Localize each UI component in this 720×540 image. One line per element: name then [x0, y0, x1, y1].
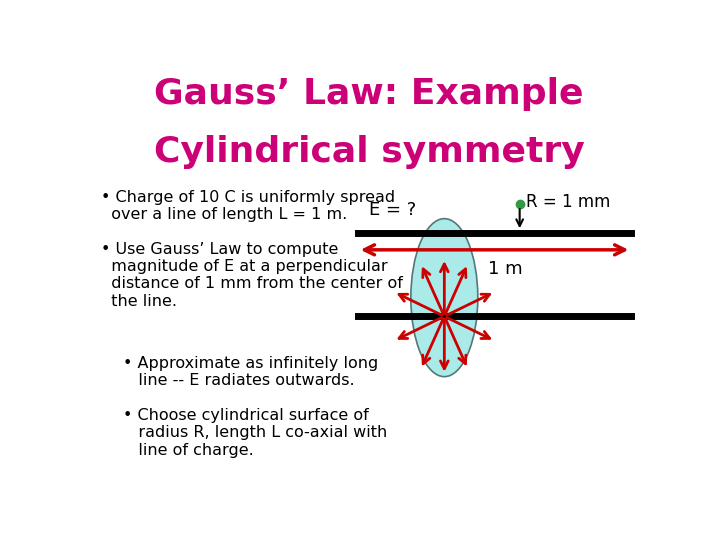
- Text: • Choose cylindrical surface of
   radius R, length L co-axial with
   line of c: • Choose cylindrical surface of radius R…: [124, 408, 388, 457]
- Text: Cylindrical symmetry: Cylindrical symmetry: [153, 136, 585, 170]
- Text: R = 1 mm: R = 1 mm: [526, 193, 611, 211]
- Ellipse shape: [411, 219, 478, 377]
- Text: • Use Gauss’ Law to compute
  magnitude of E at a perpendicular
  distance of 1 : • Use Gauss’ Law to compute magnitude of…: [101, 241, 403, 309]
- Text: Gauss’ Law: Example: Gauss’ Law: Example: [154, 77, 584, 111]
- Text: • Approximate as infinitely long
   line -- E radiates outwards.: • Approximate as infinitely long line --…: [124, 356, 379, 388]
- Text: 1 m: 1 m: [488, 260, 523, 278]
- Text: E = ?: E = ?: [369, 201, 416, 219]
- Text: • Charge of 10 C is uniformly spread
  over a line of length L = 1 m.: • Charge of 10 C is uniformly spread ove…: [101, 190, 395, 222]
